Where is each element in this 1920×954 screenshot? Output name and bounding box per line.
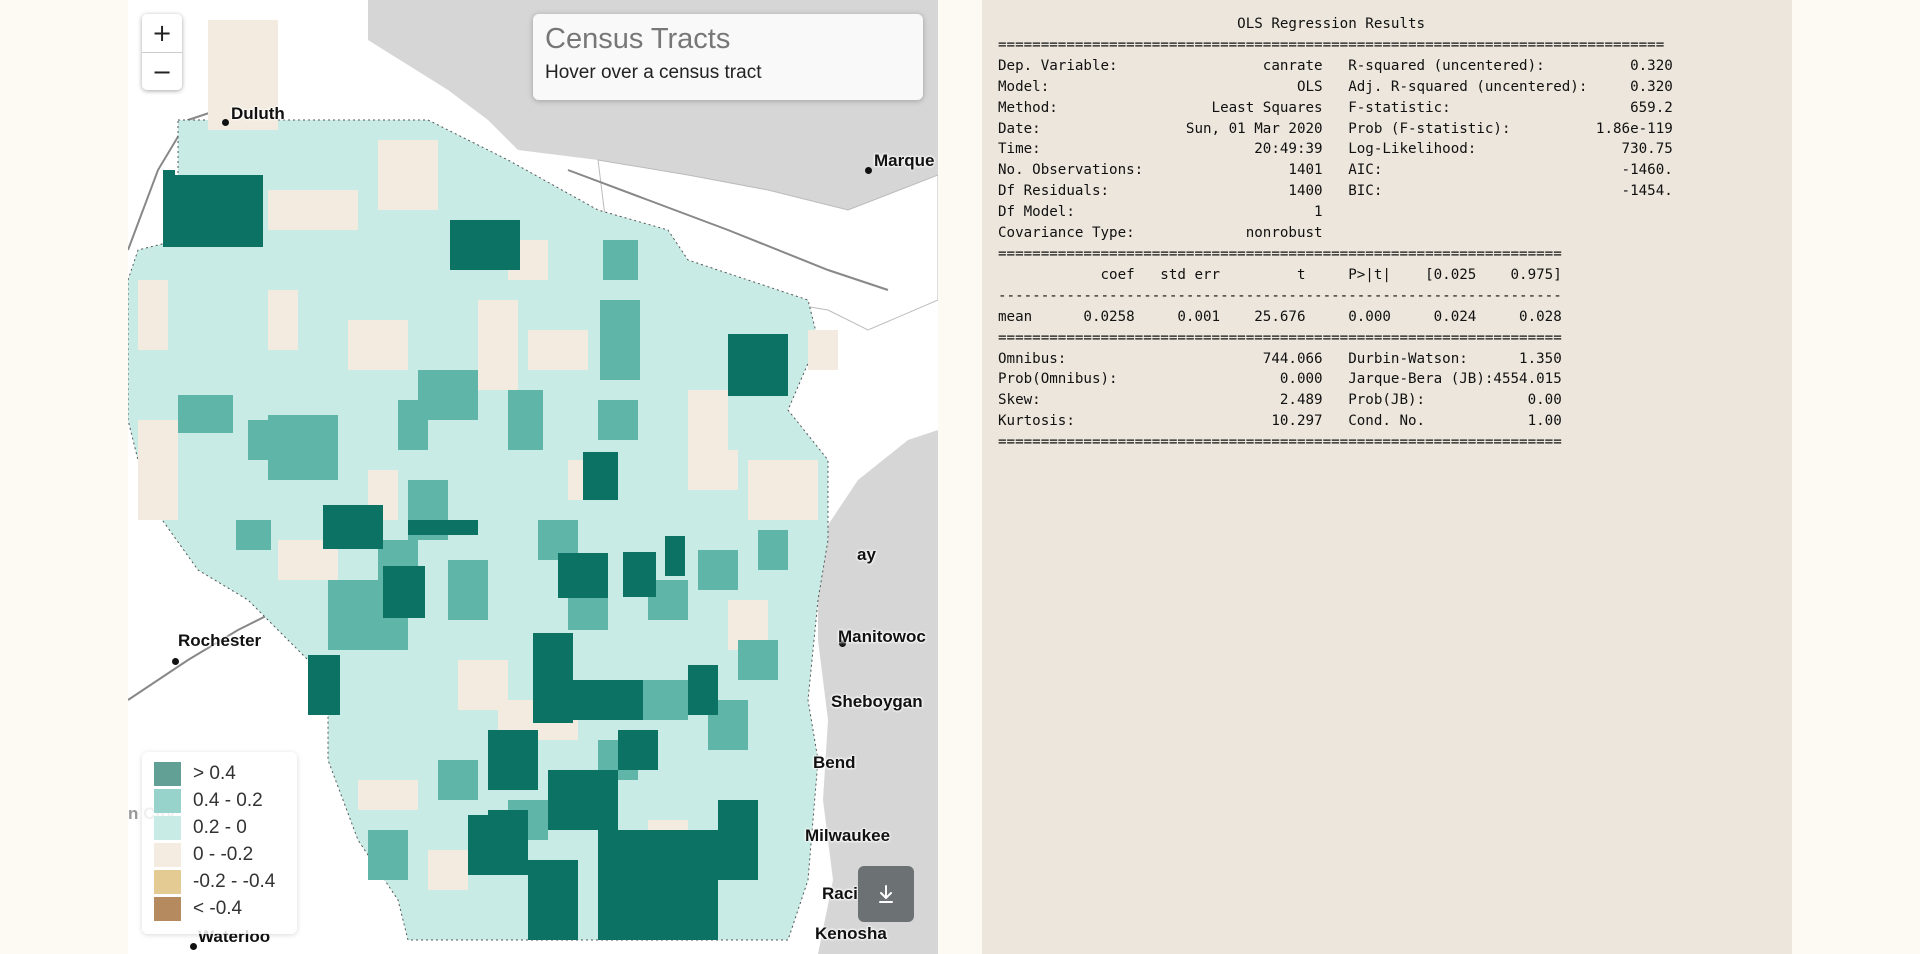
tracts-mid <box>178 240 788 880</box>
legend-item: 0.2 - 0 <box>154 814 297 841</box>
lake-michigan <box>818 430 938 954</box>
city-label-duluth: Duluth <box>231 104 285 123</box>
city-label-milwaukee: Milwaukee <box>805 826 891 845</box>
city-label-green-bay: ay <box>857 545 876 564</box>
download-button[interactable] <box>858 866 914 922</box>
legend-swatch <box>154 869 181 894</box>
city-label-manitowoc: Manitowoc <box>838 627 926 646</box>
legend-item: -0.2 - -0.4 <box>154 868 297 895</box>
legend-label: < -0.4 <box>193 897 243 919</box>
city-dot-duluth <box>222 119 229 126</box>
download-icon <box>879 885 893 903</box>
zoom-control: + − <box>142 14 182 90</box>
info-panel: Census Tracts Hover over a census tract <box>533 14 923 100</box>
city-dot-waterloo <box>190 943 197 950</box>
city-label-west-bend: Bend <box>813 753 856 772</box>
legend-swatch <box>154 896 181 921</box>
city-dot-rochester <box>172 658 179 665</box>
legend-item: < -0.4 <box>154 895 297 922</box>
city-label-marquette: Marque <box>874 151 935 170</box>
zoom-out-button[interactable]: − <box>142 52 182 90</box>
legend-item: > 0.4 <box>154 760 297 787</box>
legend-swatch <box>154 761 181 786</box>
legend-label: > 0.4 <box>193 762 236 784</box>
legend-swatch <box>154 842 181 867</box>
city-label-sheboygan: Sheboygan <box>831 692 923 711</box>
city-label-racine: Raci <box>822 884 858 903</box>
map-canvas[interactable] <box>128 0 938 954</box>
city-label-rochester: Rochester <box>178 631 262 650</box>
info-title: Census Tracts <box>545 23 731 55</box>
legend-label: -0.2 - -0.4 <box>193 870 276 892</box>
city-dot-marquette <box>865 167 872 174</box>
tracts-dark <box>163 170 788 940</box>
map-legend: > 0.4 0.4 - 0.2 0.2 - 0 0 - -0.2 -0.2 - … <box>142 752 297 934</box>
legend-swatch <box>154 815 181 840</box>
city-dot-manitowoc <box>839 640 846 647</box>
zoom-in-button[interactable]: + <box>142 14 182 52</box>
city-label-kenosha: Kenosha <box>815 924 887 943</box>
legend-item: 0.4 - 0.2 <box>154 787 297 814</box>
choropleth-map[interactable]: Duluth Marque ay Rochester Manitowoc She… <box>128 0 938 954</box>
legend-label: 0.2 - 0 <box>193 816 247 838</box>
regression-results-panel: OLS Regression Results =================… <box>982 0 1792 954</box>
ols-results-table: OLS Regression Results =================… <box>998 16 1673 451</box>
legend-swatch <box>154 788 181 813</box>
legend-label: 0.4 - 0.2 <box>193 789 263 811</box>
legend-item: 0 - -0.2 <box>154 841 297 868</box>
legend-label: 0 - -0.2 <box>193 843 254 865</box>
info-text: Hover over a census tract <box>545 62 762 83</box>
